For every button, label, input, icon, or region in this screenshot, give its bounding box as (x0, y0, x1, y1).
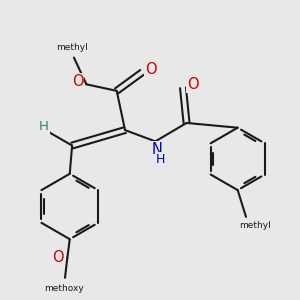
Text: H: H (39, 120, 49, 133)
Text: methoxy: methoxy (44, 284, 83, 293)
Text: O: O (187, 77, 198, 92)
Text: methyl: methyl (56, 43, 88, 52)
Text: N: N (152, 142, 163, 157)
Text: H: H (155, 153, 165, 166)
Text: O: O (72, 74, 83, 89)
Text: O: O (52, 250, 64, 265)
Text: O: O (145, 62, 157, 77)
Text: methyl: methyl (239, 221, 271, 230)
